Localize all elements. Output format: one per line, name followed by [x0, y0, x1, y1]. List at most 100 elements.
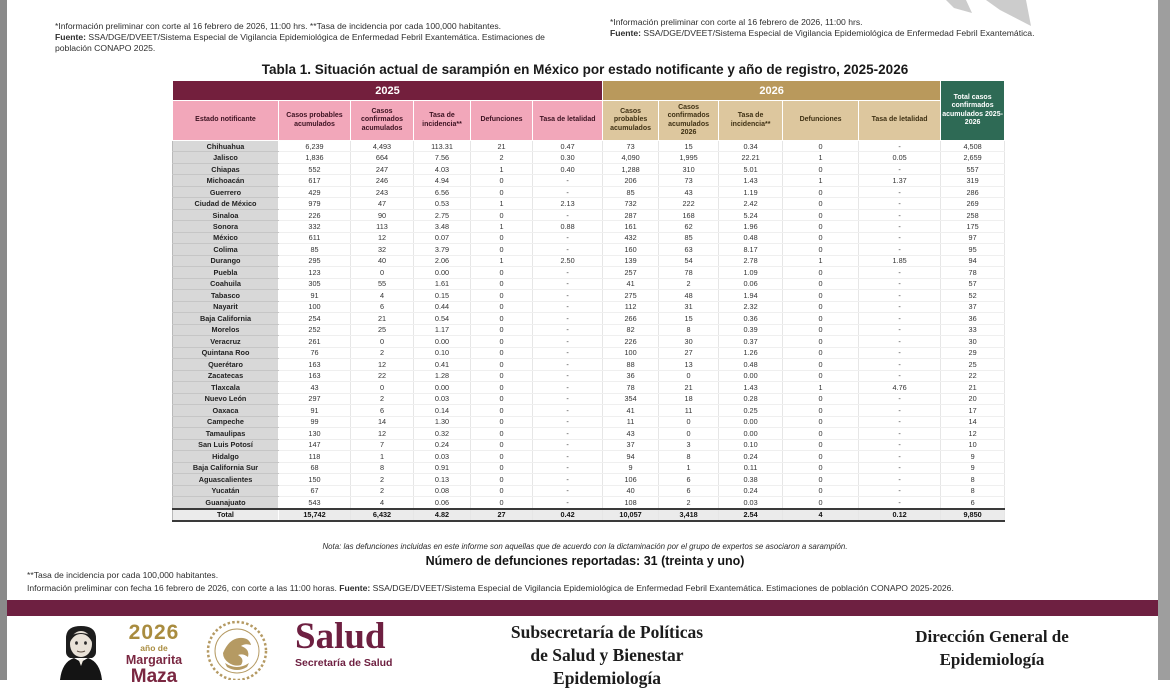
value-cell: -: [532, 243, 604, 256]
value-cell: 62: [658, 220, 720, 233]
value-cell: 0.24: [718, 485, 784, 498]
value-cell: -: [532, 439, 604, 452]
value-cell: 0.48: [718, 358, 784, 371]
value-cell: 222: [658, 197, 720, 210]
value-cell: 4,493: [350, 140, 414, 153]
value-cell: 4: [350, 289, 414, 302]
value-cell: 106: [602, 473, 660, 486]
state-name-cell: Michoacán: [172, 174, 279, 187]
value-cell: 0.15: [413, 289, 471, 302]
value-cell: 8: [940, 485, 1006, 498]
value-cell: 150: [278, 473, 351, 486]
value-cell: 29: [940, 347, 1006, 360]
value-cell: 261: [278, 335, 351, 348]
value-cell: 168: [658, 209, 720, 222]
state-name-cell: Chiapas: [172, 163, 279, 176]
value-cell: 0.24: [413, 439, 471, 452]
value-cell: -: [858, 370, 942, 383]
value-cell: 7.56: [413, 151, 471, 164]
value-cell: 2.06: [413, 255, 471, 268]
table-row: Guerrero 429 243 6.56 0-85 43 1.19 0-286: [172, 186, 1006, 199]
value-cell: 0: [470, 312, 533, 325]
state-name-cell: Quintana Roo: [172, 347, 279, 360]
value-cell: 7: [350, 439, 414, 452]
value-cell: 1: [470, 255, 533, 268]
value-cell: 2: [350, 347, 414, 360]
value-cell: 20: [940, 393, 1006, 406]
value-cell: 63: [658, 243, 720, 256]
value-cell: 0.41: [413, 358, 471, 371]
state-name-cell: Oaxaca: [172, 404, 279, 417]
mexico-coat-of-arms-icon: [206, 620, 268, 680]
value-cell: 0: [470, 381, 533, 394]
value-cell: 543: [278, 496, 351, 509]
value-cell: 1,288: [602, 163, 660, 176]
fuente-label: Fuente:: [339, 583, 371, 593]
value-cell: 13: [658, 358, 720, 371]
value-cell: 4.82: [413, 507, 471, 523]
value-cell: 243: [350, 186, 414, 199]
value-cell: 9,850: [940, 507, 1006, 523]
value-cell: 0.03: [413, 393, 471, 406]
state-name-cell: Morelos: [172, 324, 279, 337]
value-cell: -: [532, 473, 604, 486]
value-cell: 0: [470, 347, 533, 360]
value-cell: 73: [658, 174, 720, 187]
value-cell: 113.31: [413, 140, 471, 153]
column-header-row: Estado notificante Casos probables acumu…: [172, 100, 1005, 141]
value-cell: -: [532, 278, 604, 291]
subsecretaria-title: Subsecretaría de Políticas de Salud y Bi…: [447, 621, 767, 690]
value-cell: 0.05: [858, 151, 942, 164]
value-cell: 9: [940, 462, 1006, 475]
col-2025-casos-probables: Casos probables acumulados: [278, 100, 351, 141]
value-cell: 354: [602, 393, 660, 406]
value-cell: -: [858, 450, 942, 463]
state-name-cell: Sonora: [172, 220, 279, 233]
value-cell: -: [858, 347, 942, 360]
value-cell: -: [858, 335, 942, 348]
value-cell: -: [858, 209, 942, 222]
value-cell: 57: [940, 278, 1006, 291]
value-cell: 226: [278, 209, 351, 222]
value-cell: 0.14: [413, 404, 471, 417]
state-name-cell: Veracruz: [172, 335, 279, 348]
value-cell: 85: [278, 243, 351, 256]
value-cell: 41: [602, 278, 660, 291]
value-cell: 2,659: [940, 151, 1006, 164]
value-cell: 0.38: [718, 473, 784, 486]
value-cell: 206: [602, 174, 660, 187]
value-cell: 18: [658, 393, 720, 406]
value-cell: 67: [278, 485, 351, 498]
value-cell: 99: [278, 416, 351, 429]
table-row: Jalisco 1,836 664 7.56 2 0.30 4,090 1,995 22.21 1…: [172, 151, 1006, 164]
col-2026-casos-confirmados: Casos confirmados acumulados 2026: [658, 100, 720, 141]
value-cell: 0: [782, 358, 860, 371]
value-cell: 0: [782, 347, 860, 360]
value-cell: 113: [350, 220, 414, 233]
value-cell: 0: [782, 289, 860, 302]
value-cell: 0: [782, 370, 860, 383]
value-cell: 85: [658, 232, 720, 245]
value-cell: 0.39: [718, 324, 784, 337]
value-cell: 1.43: [718, 381, 784, 394]
value-cell: 0.37: [718, 335, 784, 348]
value-cell: 257: [602, 266, 660, 279]
value-cell: 0: [782, 404, 860, 417]
value-cell: 4.76: [858, 381, 942, 394]
value-cell: 258: [940, 209, 1006, 222]
state-name-cell: Sinaloa: [172, 209, 279, 222]
value-cell: 552: [278, 163, 351, 176]
info-text: Información preliminar con fecha 16 febr…: [27, 583, 340, 593]
value-cell: 0.44: [413, 301, 471, 314]
value-cell: 108: [602, 496, 660, 509]
value-cell: 0: [782, 312, 860, 325]
value-cell: -: [858, 416, 942, 429]
value-cell: 432: [602, 232, 660, 245]
value-cell: -: [532, 485, 604, 498]
table-row: Querétaro 163 12 0.41 0-88 13 0.48 0-25: [172, 358, 1006, 371]
value-cell: 2.42: [718, 197, 784, 210]
table-row: Nuevo León 297 2 0.03 0-354 18 0.28 0-20: [172, 393, 1006, 406]
year-2025-band: 2025: [171, 80, 604, 101]
value-cell: 22: [350, 370, 414, 383]
